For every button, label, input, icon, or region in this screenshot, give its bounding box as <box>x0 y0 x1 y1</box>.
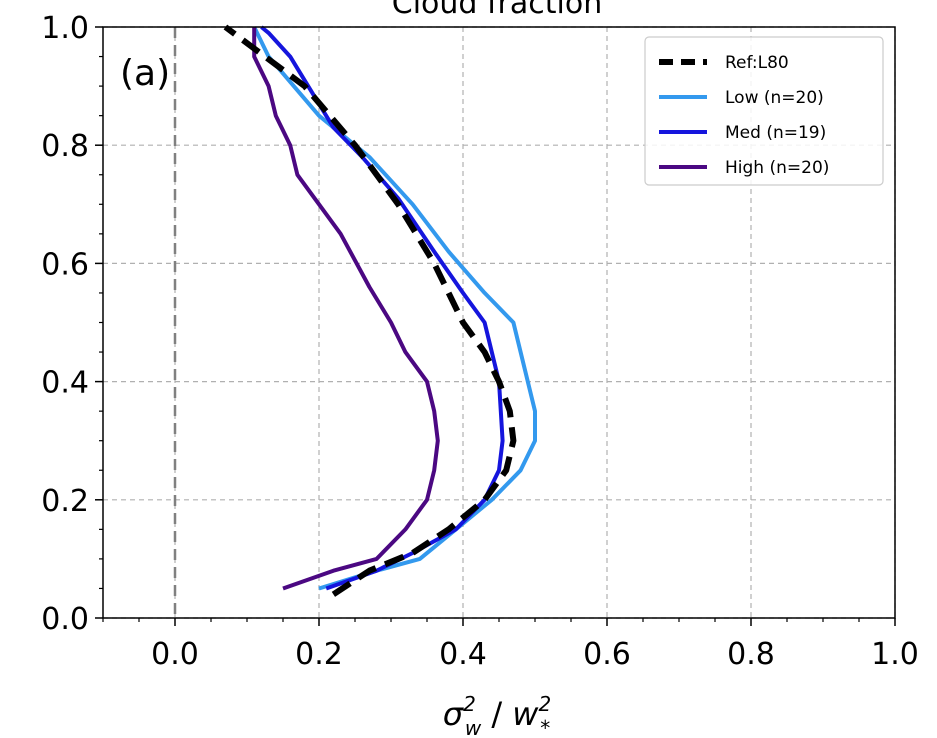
legend-box <box>644 36 884 186</box>
y-axis: 0.0 0.2 0.4 0.6 0.8 1.0 <box>41 11 103 637</box>
series-line-low-n-20 <box>252 26 537 591</box>
x-axis-label-sigma: σ <box>443 695 465 733</box>
series-line-med-n-19 <box>260 25 505 591</box>
legend-label: Med (n=19) <box>725 123 826 143</box>
chart-title: Cloud fraction <box>392 0 602 21</box>
x-tick-label: 0.6 <box>583 637 631 672</box>
x-tick-label: 1.0 <box>871 637 919 672</box>
y-tick-label: 0.2 <box>41 484 89 519</box>
legend: Ref:L80 Low (n=20) Med (n=19) High (n=20) <box>644 36 884 186</box>
x-axis-label-sub1: w <box>465 716 482 738</box>
x-tick-label: 0.4 <box>439 637 487 672</box>
x-axis: 0.0 0.2 0.4 0.6 0.8 1.0 <box>102 618 919 672</box>
x-axis-label-separator: / <box>481 695 512 733</box>
legend-label: Low (n=20) <box>725 88 824 108</box>
x-tick-label: 0.8 <box>727 637 775 672</box>
legend-label: Ref:L80 <box>725 53 789 73</box>
panel-label: (a) <box>120 53 170 94</box>
legend-label: High (n=20) <box>725 158 829 178</box>
series-line-ref-l80 <box>223 24 517 597</box>
series-lines <box>223 24 537 597</box>
x-tick-label: 0.2 <box>295 637 343 672</box>
x-axis-label-sup2: 2 <box>538 692 551 716</box>
x-axis-label-w: w <box>512 695 539 733</box>
y-tick-label: 0.0 <box>41 602 89 637</box>
x-axis-label: σ2 w / w2 * <box>443 692 551 738</box>
y-tick-label: 0.4 <box>41 366 89 401</box>
x-axis-label-sup1: 2 <box>463 692 476 716</box>
series-line-high-n-20 <box>252 27 440 591</box>
y-tick-label: 0.6 <box>41 247 89 282</box>
y-tick-label: 0.8 <box>41 129 89 164</box>
y-tick-label: 1.0 <box>41 11 89 46</box>
x-axis-label-sub2: * <box>540 716 550 738</box>
x-tick-label: 0.0 <box>151 637 199 672</box>
